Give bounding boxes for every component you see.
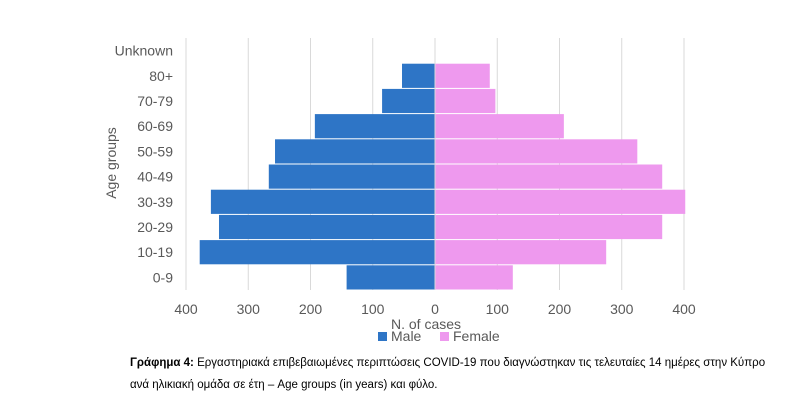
x-tick-label: 100 xyxy=(361,301,385,317)
bar-female-10-19 xyxy=(435,240,607,265)
bar-male-60-69 xyxy=(314,114,435,139)
legend-label-male: Male xyxy=(391,328,422,344)
y-tick-label: 0-9 xyxy=(153,269,173,285)
x-tick-label: 400 xyxy=(174,301,198,317)
x-axis-title: N. of cases xyxy=(391,316,461,332)
x-tick-label: 300 xyxy=(610,301,634,317)
bar-female-60-69 xyxy=(435,114,564,139)
y-tick-label: 70-79 xyxy=(137,93,173,109)
legend-swatch-male xyxy=(378,332,387,341)
bar-male-30-39 xyxy=(210,189,435,214)
x-tick-label: 400 xyxy=(672,301,696,317)
caption-text: Εργαστηριακά επιβεβαιωμένες περιπτώσεις … xyxy=(130,357,766,391)
y-tick-labels: 0-9 10-19 20-29 30-39 40-49 50-59 60-69 70-79 80… xyxy=(115,43,174,286)
x-tick-label: 0 xyxy=(431,301,439,317)
x-tick-labels: 400 300 200 100 0 100 200 300 400 xyxy=(174,301,696,317)
bar-female-20-29 xyxy=(435,214,663,240)
x-tick-label: 100 xyxy=(486,301,510,317)
y-axis-title: Age groups xyxy=(103,127,119,199)
bar-male-10-19 xyxy=(199,240,435,265)
legend: Male Female xyxy=(378,328,500,344)
y-tick-label: 30-39 xyxy=(137,194,173,210)
bar-female-80+ xyxy=(435,63,490,88)
population-pyramid-chart: 0-9 10-19 20-29 30-39 40-49 50-59 60-69 70-79 80… xyxy=(103,38,696,344)
y-tick-label: 80+ xyxy=(149,68,173,84)
y-tick-label: Unknown xyxy=(115,43,173,59)
y-tick-label: 40-49 xyxy=(137,169,173,185)
y-tick-label: 60-69 xyxy=(137,118,173,134)
bar-male-20-29 xyxy=(218,214,435,240)
y-tick-label: 20-29 xyxy=(137,219,173,235)
bar-female-30-39 xyxy=(435,189,686,214)
bar-female-40-49 xyxy=(435,164,663,189)
bar-female-0-9 xyxy=(435,265,513,290)
legend-swatch-female xyxy=(440,332,449,341)
x-tick-label: 200 xyxy=(548,301,572,317)
legend-label-female: Female xyxy=(453,328,500,344)
bars xyxy=(199,38,686,290)
bar-male-80+ xyxy=(402,63,435,88)
bar-male-40-49 xyxy=(268,164,435,189)
bar-male-50-59 xyxy=(275,139,435,164)
bar-female-70-79 xyxy=(435,88,496,114)
y-tick-label: 10-19 xyxy=(137,244,173,260)
x-tick-label: 200 xyxy=(299,301,323,317)
caption-label: Γράφημα 4: xyxy=(130,357,194,369)
x-tick-label: 300 xyxy=(237,301,261,317)
y-tick-label: 50-59 xyxy=(137,143,173,159)
figure-caption: Γράφημα 4: Εργαστηριακά επιβεβαιωμένες π… xyxy=(130,352,770,396)
chart-container: 0-9 10-19 20-29 30-39 40-49 50-59 60-69 70-79 80… xyxy=(103,38,696,344)
bar-male-70-79 xyxy=(382,88,435,114)
bar-female-50-59 xyxy=(435,139,638,164)
bar-male-0-9 xyxy=(346,265,435,290)
